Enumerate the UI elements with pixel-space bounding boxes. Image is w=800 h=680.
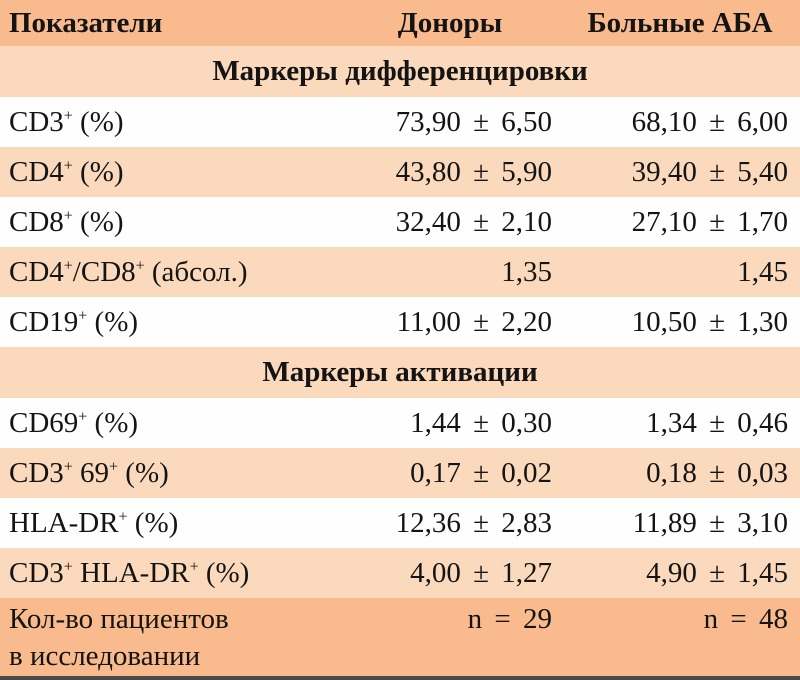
table-row: CD69+ (%) 1,44 ± 0,30 1,34 ± 0,46 — [0, 398, 800, 448]
superscript-plus: + — [63, 206, 73, 224]
patients-aba-value: 1,34 ± 0,46 — [646, 406, 788, 439]
donors-value: 73,90 ± 6,50 — [395, 105, 552, 138]
indicator-label: CD8+ (%) — [9, 205, 124, 238]
patients-aba-value: n = 48 — [703, 603, 788, 635]
donors-value: 32,40 ± 2,10 — [395, 205, 552, 238]
superscript-plus: + — [63, 256, 73, 274]
indicator-label-line: Кол-во пациентов — [9, 603, 229, 635]
donors-value: n = 29 — [467, 603, 552, 635]
patients-aba-value: 11,89 ± 3,10 — [632, 506, 788, 539]
table-header-row: Показатели Доноры Больные АБА — [0, 0, 800, 46]
indicator-label-line: в исследовании — [9, 640, 201, 672]
donors-value: 1,35 — [501, 255, 552, 288]
superscript-plus: + — [78, 407, 88, 425]
indicator-label: CD3+ HLA-DR+ (%) — [9, 556, 250, 589]
section-header-row: Маркеры дифференцировки — [0, 46, 800, 97]
donors-value: 43,80 ± 5,90 — [395, 155, 552, 188]
patients-aba-value: 0,18 ± 0,03 — [646, 456, 788, 489]
section-header-row: Маркеры активации — [0, 347, 800, 398]
table-row: HLA-DR+ (%) 12,36 ± 2,83 11,89 ± 3,10 — [0, 498, 800, 548]
superscript-plus: + — [109, 457, 119, 475]
indicator-label: CD3+ 69+ (%) — [9, 456, 169, 489]
table-row: CD3+ (%) 73,90 ± 6,50 68,10 ± 6,00 — [0, 97, 800, 147]
superscript-plus: + — [63, 156, 73, 174]
donors-value: 11,00 ± 2,20 — [396, 305, 552, 338]
superscript-plus: + — [63, 457, 73, 475]
column-header-indicators: Показатели — [9, 6, 163, 39]
indicator-label: HLA-DR+ (%) — [9, 506, 179, 539]
superscript-plus: + — [135, 256, 145, 274]
patients-aba-value: 39,40 ± 5,40 — [631, 155, 788, 188]
patients-aba-value: 4,90 ± 1,45 — [646, 556, 788, 589]
patients-aba-value: 68,10 ± 6,00 — [631, 105, 788, 138]
superscript-plus: + — [78, 306, 88, 324]
column-header-patients-aba: Больные АБА — [587, 6, 773, 39]
patients-aba-value: 27,10 ± 1,70 — [631, 205, 788, 238]
table-row: CD4+/CD8+ (абсол.) 1,35 1,45 — [0, 247, 800, 297]
table-row: CD8+ (%) 32,40 ± 2,10 27,10 ± 1,70 — [0, 197, 800, 247]
indicator-label: CD4+/CD8+ (абсол.) — [9, 255, 248, 288]
patients-aba-value: 1,45 — [737, 255, 788, 288]
donors-value: 12,36 ± 2,83 — [395, 506, 552, 539]
donors-value: 1,44 ± 0,30 — [410, 406, 552, 439]
table-row: CD4+ (%) 43,80 ± 5,90 39,40 ± 5,40 — [0, 147, 800, 197]
indicator-label: CD4+ (%) — [9, 155, 124, 188]
section-title: Маркеры активации — [262, 356, 538, 388]
indicator-label: CD19+ (%) — [9, 305, 139, 338]
superscript-plus: + — [63, 557, 73, 575]
table-row: CD19+ (%) 11,00 ± 2,20 10,50 ± 1,30 — [0, 297, 800, 347]
table-row: CD3+ 69+ (%) 0,17 ± 0,02 0,18 ± 0,03 — [0, 448, 800, 498]
indicator-label: CD69+ (%) — [9, 406, 139, 439]
section-title: Маркеры дифференцировки — [212, 55, 588, 87]
column-header-donors: Доноры — [397, 6, 503, 39]
indicator-label: CD3+ (%) — [9, 105, 124, 138]
indicator-label: Кол-во пациентов в исследовании — [0, 601, 340, 675]
donors-value: 4,00 ± 1,27 — [410, 556, 552, 589]
superscript-plus: + — [63, 106, 73, 124]
superscript-plus: + — [189, 557, 199, 575]
sample-size-row: Кол-во пациентов в исследовании n = 29 n = … — [0, 598, 800, 676]
donors-value: 0,17 ± 0,02 — [410, 456, 552, 489]
superscript-plus: + — [118, 507, 128, 525]
table-bottom-border — [0, 676, 800, 680]
patients-aba-value: 10,50 ± 1,30 — [631, 305, 788, 338]
table-row: CD3+ HLA-DR+ (%) 4,00 ± 1,27 4,90 ± 1,45 — [0, 548, 800, 598]
